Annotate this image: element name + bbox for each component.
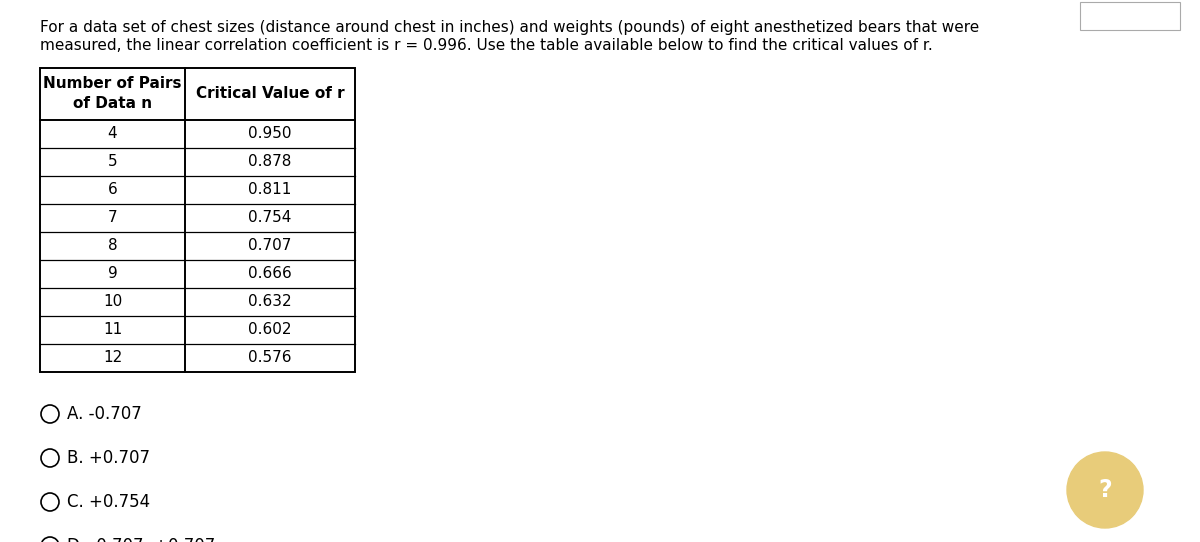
Text: 0.950: 0.950 [248, 126, 292, 141]
Text: Critical Value of r: Critical Value of r [196, 87, 344, 101]
Text: 6: 6 [108, 183, 118, 197]
Text: 10: 10 [103, 294, 122, 309]
Bar [40, 68, 355, 372]
Text: 11: 11 [103, 322, 122, 338]
Text: 0.878: 0.878 [248, 154, 292, 170]
Text: C. +0.754: C. +0.754 [67, 493, 150, 511]
Text: A. -0.707: A. -0.707 [67, 405, 142, 423]
Bar [1080, 2, 1180, 30]
Text: 0.602: 0.602 [248, 322, 292, 338]
Text: ?: ? [1098, 478, 1112, 502]
Text: measured, the linear correlation coefficient is r = 0.996. Use the table availab: measured, the linear correlation coeffic… [40, 38, 932, 53]
Text: 7: 7 [108, 210, 118, 225]
Text: 0.576: 0.576 [248, 351, 292, 365]
Text: 0.811: 0.811 [248, 183, 292, 197]
Text: 0.632: 0.632 [248, 294, 292, 309]
Text: For a data set of chest sizes (distance around chest in inches) and weights (pou: For a data set of chest sizes (distance … [40, 20, 979, 35]
Text: 9: 9 [108, 267, 118, 281]
Text: 8: 8 [108, 238, 118, 254]
Text: 4: 4 [108, 126, 118, 141]
Text: 5: 5 [108, 154, 118, 170]
Text: 0.754: 0.754 [248, 210, 292, 225]
Text: 12: 12 [103, 351, 122, 365]
Text: D. -0.707, +0.707: D. -0.707, +0.707 [67, 537, 215, 542]
Circle shape [1067, 452, 1142, 528]
Text: 0.707: 0.707 [248, 238, 292, 254]
Text: Number of Pairs: Number of Pairs [43, 76, 181, 91]
Text: 0.666: 0.666 [248, 267, 292, 281]
Text: B. +0.707: B. +0.707 [67, 449, 150, 467]
Text: of Data n: of Data n [73, 96, 152, 111]
